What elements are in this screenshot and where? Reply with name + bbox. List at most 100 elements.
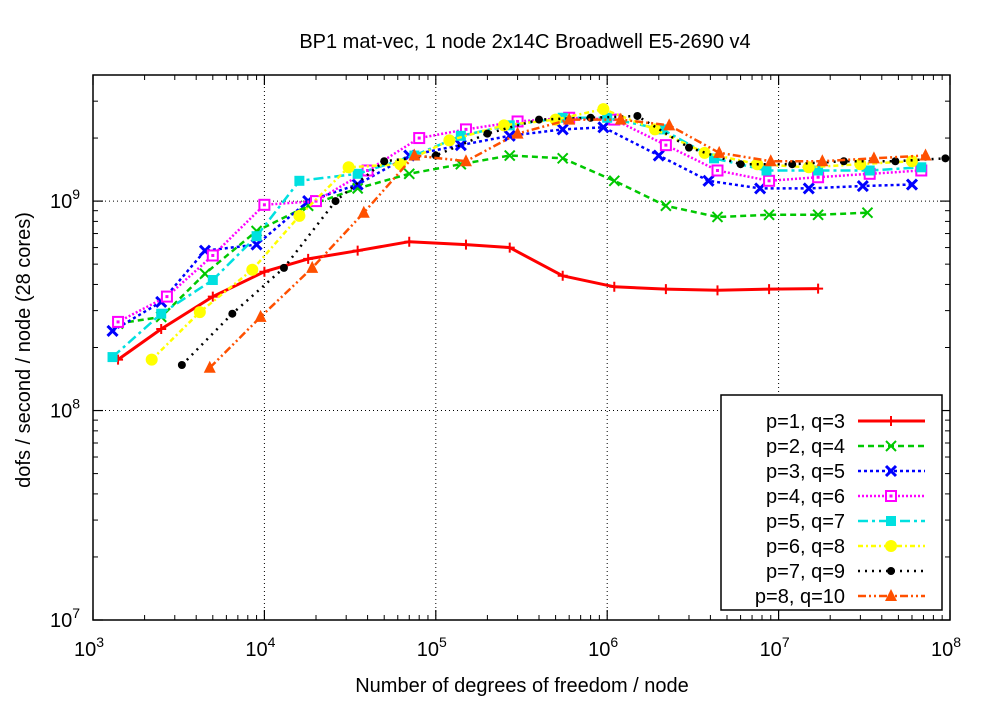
- data-point: [352, 168, 363, 179]
- x-tick-label: 107: [760, 634, 790, 661]
- data-point: [652, 149, 665, 162]
- legend-marker: [886, 416, 896, 426]
- x-axis-label: Number of degrees of freedom / node: [355, 675, 689, 697]
- x-tick-label: 105: [417, 634, 447, 661]
- data-point: [160, 290, 173, 303]
- legend: p=1, q=3 p=2, q=4 p=3, q=5 p=4, q=6 p=5, q=7…: [720, 394, 943, 611]
- data-point: [203, 360, 216, 373]
- legend-item: p=6, q=8: [766, 536, 925, 558]
- data-point: [459, 123, 472, 136]
- legend-label: p=6, q=8: [766, 536, 845, 558]
- data-point: [563, 112, 576, 125]
- data-point: [455, 130, 466, 141]
- data-point: [891, 157, 900, 166]
- data-point: [764, 284, 775, 295]
- legend-label: p=7, q=9: [766, 561, 845, 583]
- data-point: [856, 179, 869, 193]
- data-point: [657, 124, 668, 135]
- data-point: [684, 143, 693, 152]
- data-point: [711, 164, 724, 177]
- legend-label: p=5, q=7: [766, 511, 845, 533]
- y-tick-label: 108: [50, 396, 80, 423]
- y-tick-label: 107: [50, 605, 80, 632]
- data-point: [812, 209, 824, 221]
- data-point: [306, 260, 319, 273]
- legend-marker: [885, 540, 897, 552]
- y-tick-labels: 107 108 109: [50, 186, 80, 632]
- data-point: [660, 284, 671, 295]
- data-point: [460, 239, 471, 250]
- legend-marker: [885, 490, 897, 502]
- data-point: [763, 174, 776, 187]
- data-point: [259, 266, 270, 277]
- data-point: [867, 151, 880, 164]
- series-4: [112, 111, 928, 328]
- data-point: [761, 165, 772, 176]
- legend-marker: [885, 589, 897, 601]
- data-point: [663, 118, 676, 131]
- data-point: [342, 161, 355, 174]
- data-point: [698, 146, 711, 159]
- data-point: [107, 352, 118, 363]
- data-point: [763, 209, 775, 221]
- data-point: [403, 168, 415, 180]
- data-point: [609, 281, 620, 292]
- data-point: [251, 231, 262, 242]
- legend-label: p=3, q=5: [766, 461, 845, 483]
- data-point: [504, 242, 515, 253]
- series-7: [177, 111, 950, 369]
- data-point: [309, 195, 322, 208]
- series-1: [113, 236, 824, 365]
- x-tick-label: 106: [588, 634, 618, 661]
- chart-title: BP1 mat-vec, 1 node 2x14C Broadwell E5-2…: [299, 31, 750, 53]
- series-layer: [106, 103, 950, 373]
- data-point: [294, 175, 305, 186]
- data-point: [711, 211, 724, 223]
- data-point: [303, 253, 314, 264]
- data-point: [864, 165, 875, 176]
- legend-label: p=4, q=6: [766, 486, 845, 508]
- series-6: [145, 103, 918, 366]
- data-point: [454, 139, 467, 152]
- data-point: [916, 162, 927, 173]
- legend-item: p=2, q=4: [766, 436, 925, 458]
- data-point: [246, 263, 259, 276]
- series-line: [117, 240, 819, 361]
- series-2: [112, 149, 874, 330]
- data-point: [206, 249, 219, 262]
- data-point: [207, 291, 218, 302]
- data-point: [905, 178, 919, 191]
- data-point: [228, 309, 237, 318]
- data-point: [258, 198, 271, 211]
- x-tick-label: 108: [931, 634, 961, 661]
- data-point: [357, 205, 370, 218]
- data-point: [498, 119, 511, 132]
- data-point: [813, 165, 824, 176]
- data-point: [597, 103, 610, 116]
- data-point: [145, 353, 158, 366]
- data-point: [504, 149, 516, 162]
- data-point: [351, 182, 364, 195]
- legend-marker: [884, 464, 898, 478]
- data-point: [459, 154, 472, 167]
- data-point: [293, 209, 306, 222]
- data-point: [713, 145, 726, 158]
- data-point: [279, 263, 288, 272]
- data-point: [614, 112, 627, 125]
- data-point: [764, 154, 777, 167]
- legend-marker: [886, 516, 896, 526]
- plot-frame: [92, 74, 951, 621]
- legend-box: [720, 394, 943, 611]
- data-point: [413, 132, 426, 145]
- data-point: [602, 112, 613, 123]
- data-point: [207, 275, 218, 286]
- data-point: [331, 197, 340, 206]
- legend-label: p=2, q=4: [766, 436, 845, 458]
- data-point: [813, 283, 824, 294]
- y-axis-label: dofs / second / node (28 cores): [13, 212, 35, 488]
- legend-item: p=1, q=3: [766, 411, 925, 433]
- x-tick-label: 104: [245, 634, 275, 661]
- data-point: [816, 154, 829, 167]
